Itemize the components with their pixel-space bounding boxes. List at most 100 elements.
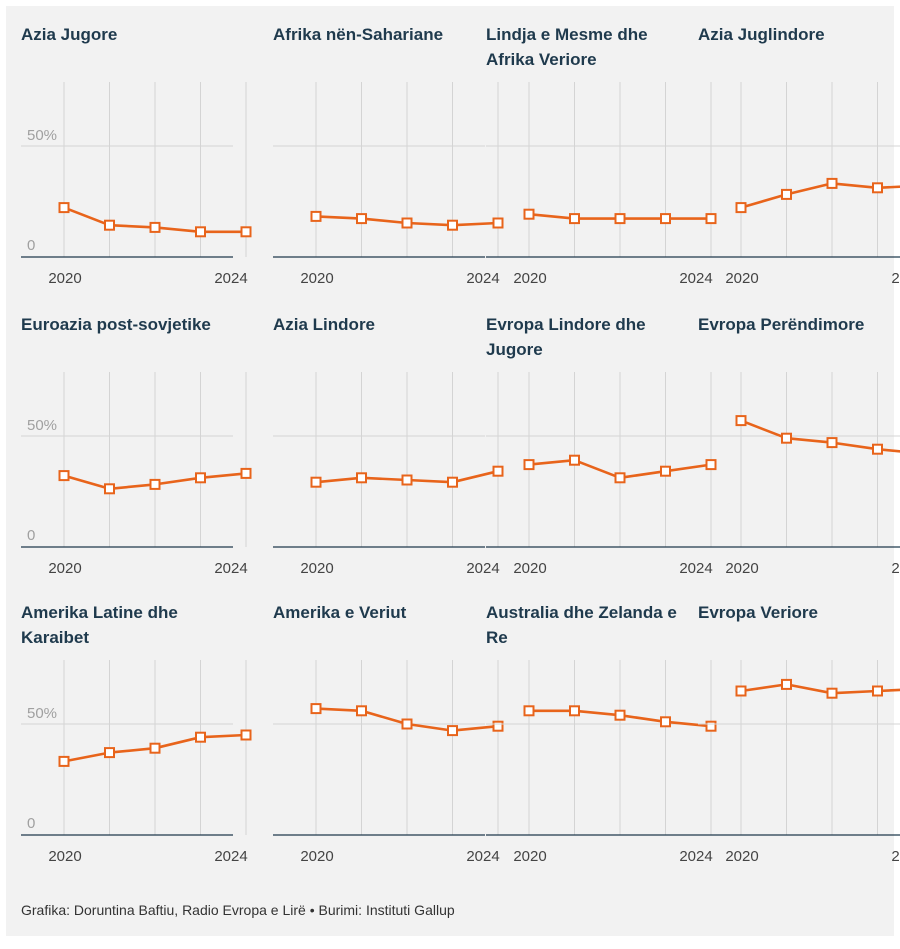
panel-chart: 2020 2024 <box>698 660 900 865</box>
data-point <box>356 213 367 225</box>
data-point <box>492 465 504 477</box>
panel: 2020 2024 Azia Lindore <box>273 296 504 586</box>
x-tick-label: 2020 <box>48 560 81 577</box>
data-point <box>569 213 580 225</box>
y-tick-label: 50% <box>27 705 57 722</box>
data-point <box>310 703 322 715</box>
x-tick-label: 2024 <box>679 270 712 287</box>
data-point <box>104 747 115 759</box>
data-point <box>401 474 413 486</box>
x-tick-label: 2020 <box>725 560 758 577</box>
x-tick-label: 2024 <box>214 848 247 865</box>
data-point <box>735 685 747 697</box>
panel-title: Azia Juglindore <box>698 25 825 44</box>
data-point <box>660 213 671 225</box>
x-tick-label: 2020 <box>48 848 81 865</box>
data-point <box>569 454 580 466</box>
panel: 2020 2024 Afrika nën-Sahariane <box>273 6 504 296</box>
x-tick-label: 2024 <box>466 848 499 865</box>
y-tick-label: 0 <box>27 527 35 544</box>
data-point <box>660 716 671 728</box>
data-point <box>523 208 535 220</box>
panel-title: Lindja e Mesme dhe Afrika Veriore <box>486 25 648 69</box>
panel-title: Azia Lindore <box>273 315 376 334</box>
panel-chart: 2020 2024 <box>486 660 717 865</box>
panel-chart: 50% 0 2020 2024 <box>21 372 252 577</box>
panel: 2020 2024 Australia dhe Zelanda e Re <box>486 584 717 874</box>
data-point <box>872 443 883 455</box>
panel-title: Evropa Lindore dhe Jugore <box>486 315 646 359</box>
x-tick-label: 2024 <box>214 270 247 287</box>
x-tick-label: 2020 <box>725 270 758 287</box>
data-point <box>614 709 626 721</box>
data-point <box>104 219 115 231</box>
panel: 2020 2024 Amerika e Veriut <box>273 584 504 874</box>
small-multiples-grid: 50% 0 2020 2024 Azia Jugore 2020 2024 Afrika në… <box>6 6 900 886</box>
x-tick-label: 2020 <box>725 848 758 865</box>
data-point <box>149 742 161 754</box>
data-point <box>705 459 717 471</box>
data-point <box>240 226 252 238</box>
data-point <box>401 217 413 229</box>
data-point <box>401 718 413 730</box>
panel: 2020 2024 Azia Juglindore <box>698 6 900 296</box>
data-point <box>356 472 367 484</box>
x-tick-label: 2020 <box>48 270 81 287</box>
panel-title: Evropa Perëndimore <box>698 315 865 334</box>
data-point <box>240 467 252 479</box>
x-tick-label: 2020 <box>513 560 546 577</box>
x-tick-label: 2020 <box>513 848 546 865</box>
x-tick-label: 2024 <box>466 270 499 287</box>
x-tick-label: 2024 <box>891 560 900 577</box>
data-point <box>492 720 504 732</box>
chart-frame: 50% 0 2020 2024 Azia Jugore 2020 2024 Afrika në… <box>6 6 900 936</box>
panel-chart: 2020 2024 <box>273 372 504 577</box>
panel-title: Amerika Latine dhe Karaibet <box>21 603 178 647</box>
x-tick-label: 2024 <box>466 560 499 577</box>
y-tick-label: 50% <box>27 417 57 434</box>
panel: 50% 0 2020 2024 Euroazia post-sovjetike <box>21 296 252 586</box>
x-tick-label: 2024 <box>891 848 900 865</box>
x-tick-label: 2020 <box>300 270 333 287</box>
data-point <box>781 678 792 690</box>
data-point <box>195 731 206 743</box>
data-point <box>195 226 206 238</box>
panel: 2020 2024 Evropa Perëndimore <box>698 296 900 586</box>
data-point <box>872 685 883 697</box>
x-tick-label: 2024 <box>679 848 712 865</box>
data-point <box>781 188 792 200</box>
data-point <box>523 705 535 717</box>
data-point <box>660 465 671 477</box>
data-point <box>735 415 747 427</box>
data-point <box>781 432 792 444</box>
data-point <box>569 705 580 717</box>
panel-title: Euroazia post-sovjetike <box>21 315 211 334</box>
data-point <box>492 217 504 229</box>
panel-chart: 2020 2024 <box>273 82 504 287</box>
source-credit: Grafika: Doruntina Baftiu, Radio Evropa … <box>21 902 455 918</box>
x-tick-label: 2024 <box>214 560 247 577</box>
data-point <box>447 476 458 488</box>
panel-title: Australia dhe Zelanda e Re <box>486 603 677 647</box>
data-point <box>104 483 115 495</box>
data-point <box>356 705 367 717</box>
panel-chart: 2020 2024 <box>698 372 900 577</box>
panel: 50% 0 2020 2024 Amerika Latine dhe Karaibet <box>21 584 252 874</box>
data-point <box>614 213 626 225</box>
data-point <box>447 219 458 231</box>
panel-title: Evropa Veriore <box>698 603 819 622</box>
data-point <box>240 729 252 741</box>
data-point <box>447 725 458 737</box>
panel-title: Azia Jugore <box>21 25 118 44</box>
data-point <box>826 437 838 449</box>
panel-title: Amerika e Veriut <box>273 603 407 622</box>
x-tick-label: 2020 <box>300 848 333 865</box>
data-point <box>826 687 838 699</box>
data-point <box>58 755 70 767</box>
x-tick-label: 2020 <box>513 270 546 287</box>
panel: 2020 2024 Evropa Veriore <box>698 584 900 874</box>
data-point <box>149 221 161 233</box>
panel-title: Afrika nën-Sahariane <box>273 25 444 44</box>
panel-chart: 2020 2024 <box>486 372 717 577</box>
data-point <box>614 472 626 484</box>
